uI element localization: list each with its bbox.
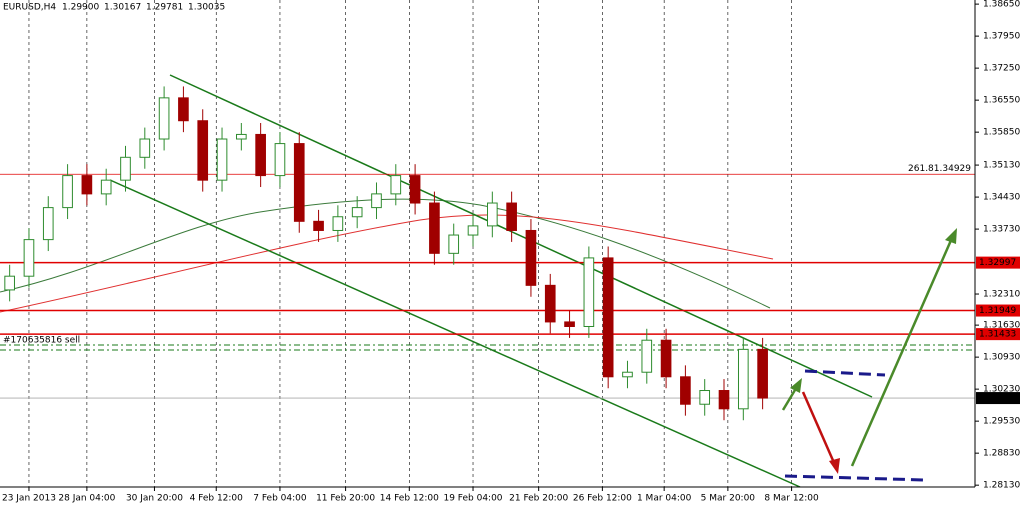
- y-tick-label: 1.33730: [983, 225, 1020, 235]
- candle-body: [622, 371, 633, 378]
- y-tick-label: 1.31630: [983, 321, 1020, 331]
- y-tick-label: 1.37250: [983, 64, 1020, 74]
- candle-body: [100, 179, 112, 195]
- arrow-head: [945, 228, 957, 244]
- candle-body: [757, 348, 768, 399]
- x-tick-label: 30 Jan 20:00: [126, 494, 183, 504]
- x-tick-label: 21 Feb 20:00: [509, 494, 568, 504]
- candle-body: [81, 175, 93, 195]
- candle-body: [255, 133, 266, 177]
- x-tick-label: 19 Feb 04:00: [443, 494, 502, 504]
- candle-body: [448, 234, 460, 254]
- candle-body: [120, 156, 131, 181]
- candle-body: [274, 143, 286, 177]
- arrow: [850, 237, 954, 467]
- candle-body: [42, 207, 54, 241]
- candle-body: [178, 97, 189, 122]
- quote: 1.30035: [188, 3, 225, 13]
- x-tick-label: 8 Mar 12:00: [764, 494, 819, 504]
- x-tick-label: 11 Feb 20:00: [316, 494, 375, 504]
- x-tick-label: 7 Feb 04:00: [253, 494, 307, 504]
- level-label: 1.30035: [979, 394, 1016, 404]
- fibo-label: 261.81.34929: [908, 164, 971, 174]
- y-tick-label: 1.35130: [983, 161, 1020, 171]
- moving-average: [0, 198, 771, 309]
- level-label: 1.31433: [979, 330, 1016, 340]
- y-tick-label: 1.29530: [983, 417, 1020, 427]
- level-box: [976, 328, 1020, 341]
- candle-body: [23, 239, 35, 277]
- candle-body: [390, 175, 402, 195]
- order-label: #170635816 sell: [3, 336, 80, 346]
- arrow-head: [829, 458, 840, 474]
- level-box: [976, 304, 1020, 317]
- quote: 1.29781: [146, 3, 183, 13]
- x-tick-label: 5 Mar 20:00: [701, 494, 756, 504]
- x-tick-label: 23 Jan 2013: [2, 494, 56, 504]
- candle-body: [139, 138, 151, 158]
- candle-body: [525, 229, 537, 286]
- candle-body: [680, 376, 691, 405]
- y-tick-label: 1.36550: [983, 96, 1020, 106]
- y-tick-label: 1.34430: [983, 193, 1020, 203]
- candle-body: [197, 120, 209, 181]
- candle-body: [236, 133, 247, 140]
- quote: 1.30167: [104, 3, 141, 13]
- candle-body: [487, 202, 498, 227]
- candle-body: [313, 220, 324, 231]
- level-box: [976, 392, 1020, 405]
- level-box: [976, 256, 1020, 269]
- candle-body: [564, 321, 575, 327]
- arrow-head: [790, 378, 802, 393]
- x-tick-label: 26 Feb 12:00: [573, 494, 632, 504]
- candle-body: [641, 339, 653, 373]
- symbol: EURUSD,H4: [3, 3, 56, 13]
- x-tick-label: 4 Feb 12:00: [190, 494, 244, 504]
- candle-body: [602, 257, 614, 378]
- channel-line: [169, 74, 873, 398]
- x-tick-label: 14 Feb 12:00: [380, 494, 439, 504]
- candle-body: [62, 175, 73, 209]
- y-tick-label: 1.37950: [983, 32, 1020, 42]
- y-tick-label: 1.28130: [983, 481, 1020, 491]
- candle-body: [429, 202, 440, 254]
- candle-body: [293, 143, 305, 222]
- candle-body: [660, 339, 672, 378]
- y-tick-label: 1.35850: [983, 128, 1020, 138]
- quote: 1.29900: [62, 3, 99, 13]
- candle-body: [371, 193, 382, 209]
- candle-body: [216, 138, 228, 181]
- candle-body: [4, 275, 15, 291]
- candle-body: [583, 257, 595, 327]
- candle-body: [506, 202, 517, 231]
- candle-body: [737, 348, 749, 410]
- y-tick-label: 1.32310: [983, 290, 1020, 300]
- x-tick-label: 28 Jan 04:00: [58, 494, 115, 504]
- candle-body: [467, 225, 479, 236]
- candle-body: [351, 207, 363, 218]
- y-tick-label: 1.28830: [983, 449, 1020, 459]
- moving-average: [0, 214, 774, 313]
- y-tick-label: 1.30930: [983, 353, 1020, 363]
- level-label: 1.31949: [979, 306, 1016, 316]
- y-tick-label: 1.38650: [983, 0, 1020, 10]
- arrow: [801, 391, 837, 466]
- level-label: 1.32997: [979, 258, 1016, 268]
- candle-body: [699, 390, 711, 405]
- levels: 261.81.34929: [0, 164, 975, 399]
- candle-body: [158, 97, 170, 140]
- target-line: [784, 474, 926, 482]
- target-line: [804, 369, 886, 377]
- candle-body: [718, 390, 730, 410]
- candle-body: [409, 175, 421, 204]
- candle-body: [544, 284, 556, 323]
- y-tick-label: 1.30230: [983, 385, 1020, 395]
- candle-body: [332, 216, 344, 231]
- x-tick-label: 1 Mar 04:00: [637, 494, 692, 504]
- candles: [4, 86, 768, 421]
